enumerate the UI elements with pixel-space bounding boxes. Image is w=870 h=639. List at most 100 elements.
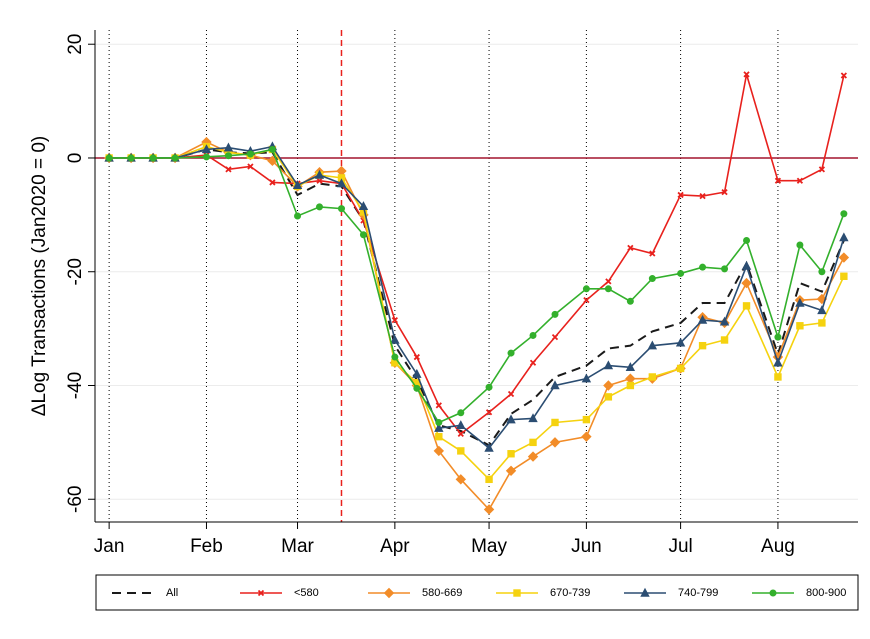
marker	[292, 180, 303, 189]
legend-label: 580-669	[422, 587, 462, 599]
marker	[818, 166, 826, 173]
marker	[269, 179, 276, 186]
marker	[316, 203, 324, 211]
marker	[648, 373, 657, 381]
series-line	[109, 145, 845, 450]
marker	[626, 297, 634, 305]
marker	[840, 272, 848, 280]
marker	[838, 252, 850, 263]
marker	[337, 205, 345, 213]
marker	[677, 191, 684, 199]
marker	[626, 381, 635, 390]
marker	[741, 260, 752, 270]
marker	[485, 383, 493, 391]
marker	[818, 319, 826, 327]
marker	[434, 422, 444, 432]
legend-label: 800-900	[806, 587, 846, 599]
marker	[627, 244, 634, 251]
marker	[528, 413, 538, 423]
marker	[485, 409, 493, 416]
marker	[336, 165, 347, 177]
marker	[697, 314, 708, 324]
marker	[246, 150, 254, 158]
marker	[529, 331, 537, 339]
marker	[529, 438, 537, 447]
marker	[337, 174, 346, 182]
marker	[719, 316, 730, 326]
marker	[527, 451, 539, 462]
marker	[391, 359, 399, 367]
x-tick-label: Aug	[761, 536, 795, 557]
x-tick-label: Mar	[281, 536, 314, 557]
marker	[507, 390, 515, 398]
marker	[677, 269, 685, 277]
marker	[202, 153, 210, 161]
marker	[171, 154, 179, 162]
marker	[625, 362, 636, 371]
legend-label: 740-799	[678, 587, 718, 599]
marker	[390, 334, 400, 344]
y-axis-label: ΔLog Transactions (Jan2020 = 0)	[29, 136, 50, 416]
marker	[581, 373, 592, 383]
marker	[796, 177, 804, 184]
marker	[413, 378, 421, 387]
marker	[247, 163, 254, 170]
marker	[316, 177, 323, 184]
marker	[435, 418, 443, 426]
marker	[551, 334, 559, 341]
legend-marker	[640, 587, 650, 597]
marker	[699, 192, 706, 200]
marker	[457, 409, 465, 417]
marker	[413, 384, 421, 392]
legend-label: 670-739	[550, 587, 590, 599]
series-line	[109, 148, 845, 424]
marker	[433, 445, 445, 457]
marker	[551, 418, 559, 427]
marker	[105, 154, 113, 162]
marker	[774, 333, 782, 341]
marker	[413, 353, 420, 361]
x-tick-label: Jan	[94, 536, 125, 557]
marker	[336, 178, 347, 188]
marker	[435, 432, 443, 441]
marker	[149, 154, 157, 162]
marker	[391, 316, 398, 324]
marker	[294, 212, 302, 220]
marker	[549, 437, 561, 448]
marker	[551, 310, 559, 318]
x-tick-label: Apr	[380, 536, 410, 557]
marker	[529, 359, 537, 366]
marker	[817, 305, 827, 315]
legend-marker	[257, 589, 265, 597]
marker	[840, 72, 848, 79]
marker	[773, 357, 783, 367]
marker	[721, 188, 728, 196]
marker	[550, 380, 560, 390]
marker	[507, 349, 515, 357]
marker	[391, 353, 399, 361]
marker	[649, 250, 656, 257]
marker	[796, 322, 804, 330]
marker	[603, 360, 614, 370]
marker	[743, 236, 751, 244]
marker	[583, 297, 590, 304]
marker	[484, 442, 494, 452]
marker	[720, 336, 729, 344]
marker	[648, 275, 656, 283]
marker	[604, 285, 612, 293]
marker	[839, 232, 849, 242]
marker	[796, 241, 804, 249]
marker	[456, 420, 466, 430]
marker	[224, 152, 232, 160]
marker	[603, 380, 614, 391]
marker	[741, 277, 752, 289]
y-tick-label: 0	[65, 153, 86, 164]
marker	[127, 154, 135, 162]
marker	[840, 210, 848, 218]
x-tick-label: May	[471, 536, 507, 557]
marker	[699, 263, 707, 271]
y-tick-label: -20	[65, 258, 86, 285]
marker	[774, 177, 782, 184]
marker	[818, 268, 826, 276]
